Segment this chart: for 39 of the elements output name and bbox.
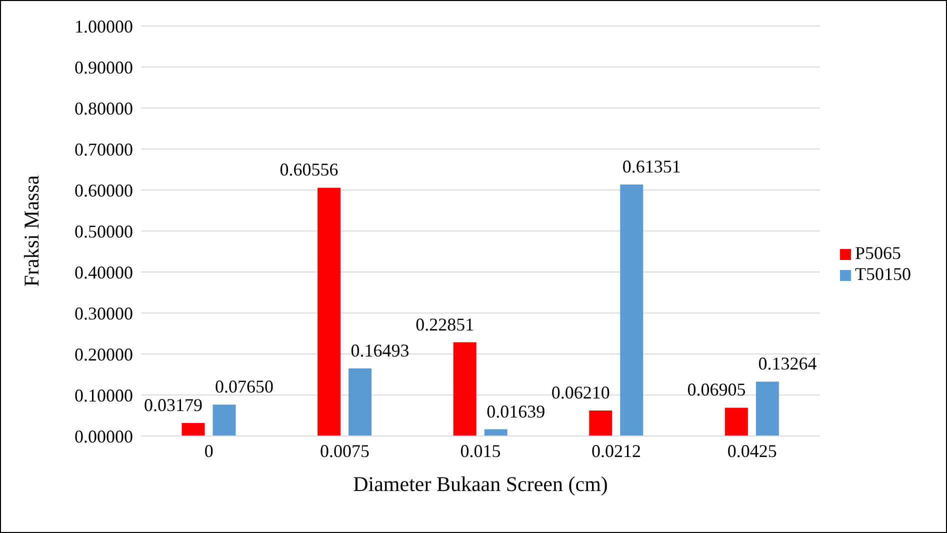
data-label: 0.01639 — [486, 401, 546, 422]
bar — [348, 368, 372, 436]
data-label: 0.03179 — [144, 394, 202, 415]
y-tick-label: 1.00000 — [74, 16, 133, 36]
data-label: 0.13264 — [758, 354, 817, 374]
y-tick-label: 0.10000 — [74, 385, 133, 406]
data-label: 0.61351 — [622, 156, 681, 176]
y-tick-label: 0.70000 — [74, 139, 133, 160]
legend-label: P5065 — [855, 242, 902, 262]
bar — [182, 422, 205, 436]
bar — [589, 410, 612, 436]
data-label: 0.06210 — [551, 382, 610, 403]
data-label: 0.60556 — [280, 160, 338, 180]
y-tick-label: 0.20000 — [74, 344, 133, 364]
y-tick-label: 0.90000 — [74, 57, 133, 78]
data-label: 0.06905 — [687, 380, 746, 400]
bar — [724, 408, 748, 436]
bar — [620, 184, 644, 436]
y-tick-label: 0.00000 — [74, 426, 133, 446]
x-tick-label: 0.015 — [460, 440, 501, 461]
bar — [453, 342, 476, 436]
y-tick-label: 0.60000 — [74, 180, 133, 200]
data-label: 0.16493 — [350, 340, 410, 360]
x-tick-label: 0.0212 — [592, 440, 642, 461]
data-label: 0.07650 — [214, 376, 274, 397]
bar — [756, 382, 779, 436]
data-label: 0.22851 — [416, 314, 474, 334]
y-tick-label: 0.40000 — [74, 262, 133, 282]
y-tick-label: 0.80000 — [74, 98, 133, 118]
x-tick-label: 0 — [204, 440, 214, 461]
y-axis-title: Fraksi Massa — [19, 174, 44, 287]
bar — [318, 188, 341, 436]
x-tick-label: 0.0425 — [727, 440, 777, 461]
legend-label: T50150 — [855, 264, 911, 284]
y-tick-label: 0.30000 — [74, 303, 133, 324]
y-tick-label: 0.50000 — [74, 221, 133, 242]
x-tick-label: 0.0075 — [320, 440, 370, 461]
bar — [212, 404, 236, 436]
x-axis-title: Diameter Bukaan Screen (cm) — [353, 472, 608, 496]
